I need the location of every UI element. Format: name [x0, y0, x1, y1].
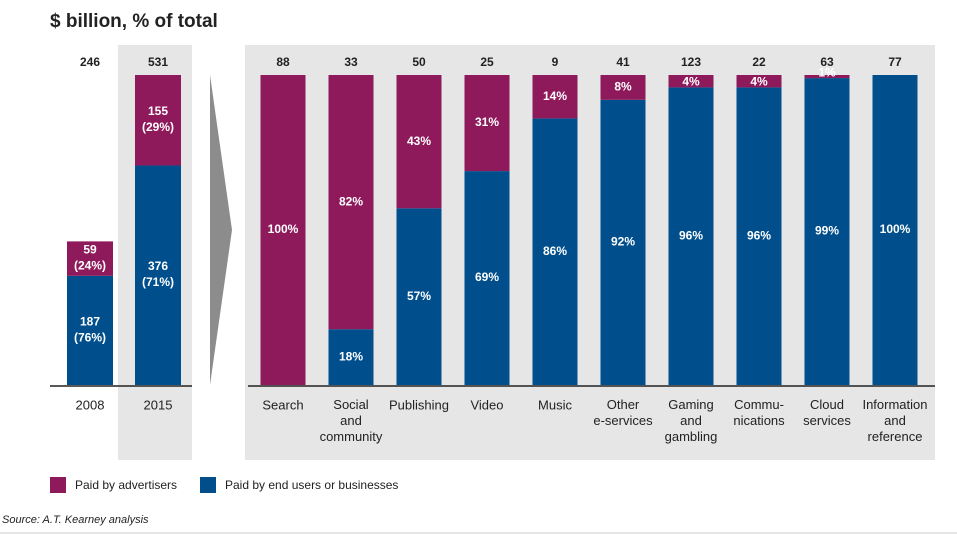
bar-segment: [67, 275, 113, 385]
total-label: 22: [752, 55, 766, 69]
bar-segment: [396, 208, 442, 385]
bar-segment: [872, 75, 918, 385]
bar-segment: [464, 171, 510, 385]
bar-segment: [396, 75, 442, 209]
data-label: 155 (29%): [142, 104, 174, 134]
total-label: 88: [276, 55, 290, 69]
bar-segment: [135, 165, 181, 385]
legend-swatch: [50, 477, 66, 493]
data-label: 43%: [407, 134, 431, 148]
data-label: 4%: [682, 75, 700, 89]
data-label: 4%: [750, 75, 768, 89]
data-label: 57%: [407, 289, 431, 303]
data-label: 96%: [679, 228, 703, 242]
arrow: [210, 75, 232, 385]
source: Source: A.T. Kearney analysis: [2, 514, 149, 526]
total-label: 123: [681, 55, 701, 69]
bar-segment: [600, 75, 646, 100]
x-tick-label: Video: [470, 397, 503, 412]
bar-segment: [600, 99, 646, 386]
x-tick-label: Other e-services: [593, 397, 653, 428]
legend-swatch: [200, 477, 216, 493]
total-label: 33: [344, 55, 358, 69]
data-label: 100%: [880, 222, 911, 236]
data-label: 376 (71%): [142, 259, 174, 289]
x-tick-label: Music: [538, 397, 572, 412]
data-label: 14%: [543, 89, 567, 103]
x-tick-label: 2015: [144, 397, 173, 412]
data-label: 100%: [268, 222, 299, 236]
bar-segment: [135, 75, 181, 166]
data-label: 1%: [818, 65, 836, 79]
x-tick-label: Publishing: [389, 397, 449, 412]
legend-label: Paid by end users or businesses: [225, 478, 398, 492]
bar-segment: [67, 241, 113, 276]
bar-segment: [328, 329, 374, 385]
bar-segment: [464, 75, 510, 172]
total-label: 41: [616, 55, 630, 69]
total-label: 531: [148, 55, 168, 69]
total-label: 25: [480, 55, 494, 69]
data-label: 18%: [339, 349, 363, 363]
x-tick-label: Gaming and gambling: [665, 397, 718, 444]
data-label: 69%: [475, 270, 499, 284]
bar-segment: [668, 75, 714, 88]
bar-segment: [736, 87, 782, 386]
total-label: 77: [888, 55, 902, 69]
bar-segment: [668, 87, 714, 386]
bar-segment: [532, 75, 578, 119]
data-label: 82%: [339, 194, 363, 208]
legend-label: Paid by advertisers: [75, 478, 177, 492]
x-tick-label: Information and reference: [862, 397, 927, 444]
data-label: 59 (24%): [74, 243, 106, 273]
x-tick-label: Cloud services: [803, 397, 851, 428]
data-label: 8%: [614, 80, 632, 94]
x-tick-label: Social and community: [320, 397, 383, 444]
total-label: 50: [412, 55, 426, 69]
x-tick-label: Commu-nications: [733, 397, 785, 428]
bar-segment: [532, 118, 578, 386]
bar-segment: [328, 75, 374, 330]
data-label: 99%: [815, 224, 839, 238]
total-label: 9: [552, 55, 559, 69]
chart-title: $ billion, % of total: [50, 11, 218, 32]
data-label: 86%: [543, 244, 567, 258]
x-tick-label: Search: [262, 397, 303, 412]
bar-segment: [736, 75, 782, 88]
data-label: 96%: [747, 228, 771, 242]
bar-segment: [804, 78, 850, 385]
data-label: 31%: [475, 115, 499, 129]
bar-segment: [260, 75, 306, 385]
total-label: 246: [80, 55, 100, 69]
data-label: 187 (76%): [74, 315, 106, 345]
total-label: 63: [820, 55, 834, 69]
data-label: 92%: [611, 235, 635, 249]
bar-segment: [804, 75, 850, 79]
x-tick-label: 2008: [76, 397, 105, 412]
